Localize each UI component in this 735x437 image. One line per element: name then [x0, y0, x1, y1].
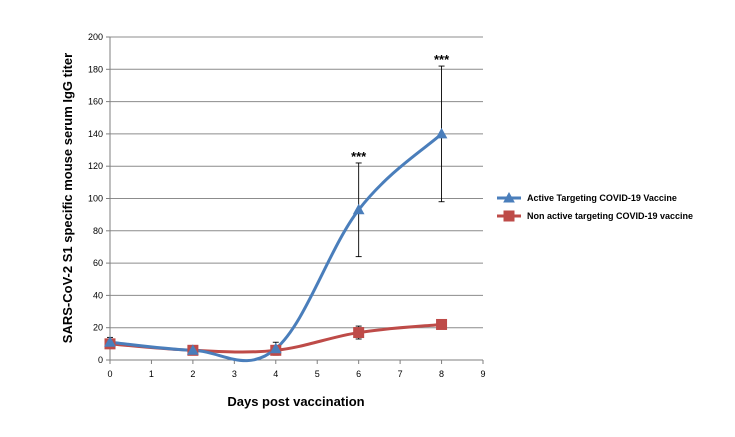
legend-label: Non active targeting COVID-19 vaccine	[527, 211, 693, 221]
data-point-active	[269, 342, 282, 354]
x-tick-label: 8	[439, 369, 444, 379]
x-tick-label: 9	[480, 369, 485, 379]
x-tick-label: 7	[398, 369, 403, 379]
data-point-active	[104, 336, 116, 347]
y-tick-label: 120	[88, 161, 103, 171]
error-bars	[107, 65, 445, 356]
data-point-non-active	[353, 327, 365, 339]
y-tick-label: 140	[88, 129, 103, 139]
legend-label: Active Targeting COVID-19 Vaccine	[527, 193, 677, 203]
x-axis-title: Days post vaccination	[227, 394, 364, 409]
data-point-non-active	[436, 318, 448, 330]
y-tick-label: 200	[88, 32, 103, 42]
legend: Active Targeting COVID-19 Vaccine Non act…	[497, 191, 693, 222]
x-tick-label: 3	[232, 369, 237, 379]
data-point-active	[435, 127, 448, 139]
y-tick-label: 80	[93, 226, 103, 236]
legend-marker	[503, 191, 515, 203]
y-tick-label: 180	[88, 64, 103, 74]
series-line-active	[108, 132, 444, 363]
data-point-active	[352, 203, 365, 215]
data-markers	[104, 127, 448, 356]
y-tick-label: 0	[98, 355, 103, 365]
legend-marker	[503, 210, 515, 222]
y-tick-label: 20	[93, 323, 103, 333]
y-axis-title: SARS-CoV-2 S1 specific mouse serum IgG t…	[60, 53, 75, 343]
gridlines	[110, 36, 483, 329]
data-point-active	[187, 344, 199, 355]
series-lines	[108, 132, 444, 363]
x-tick-label: 6	[356, 369, 361, 379]
y-tick-label: 40	[93, 290, 103, 300]
axes	[106, 36, 484, 364]
x-tick-label: 1	[149, 369, 154, 379]
y-tick-label: 60	[93, 258, 103, 268]
x-tick-label: 2	[190, 369, 195, 379]
tick-labels: 0 20 40 60 80 100 120 140 160 180 200 0 1 2 3 4 5 6 7 8 9	[88, 32, 486, 379]
y-tick-label: 160	[88, 97, 103, 107]
x-tick-label: 5	[315, 369, 320, 379]
x-tick-label: 0	[107, 369, 112, 379]
significance-label: ***	[434, 52, 450, 67]
y-tick-label: 100	[88, 194, 103, 204]
x-tick-label: 4	[273, 369, 278, 379]
annotations: *** ***	[351, 52, 450, 164]
significance-label: ***	[351, 149, 367, 164]
